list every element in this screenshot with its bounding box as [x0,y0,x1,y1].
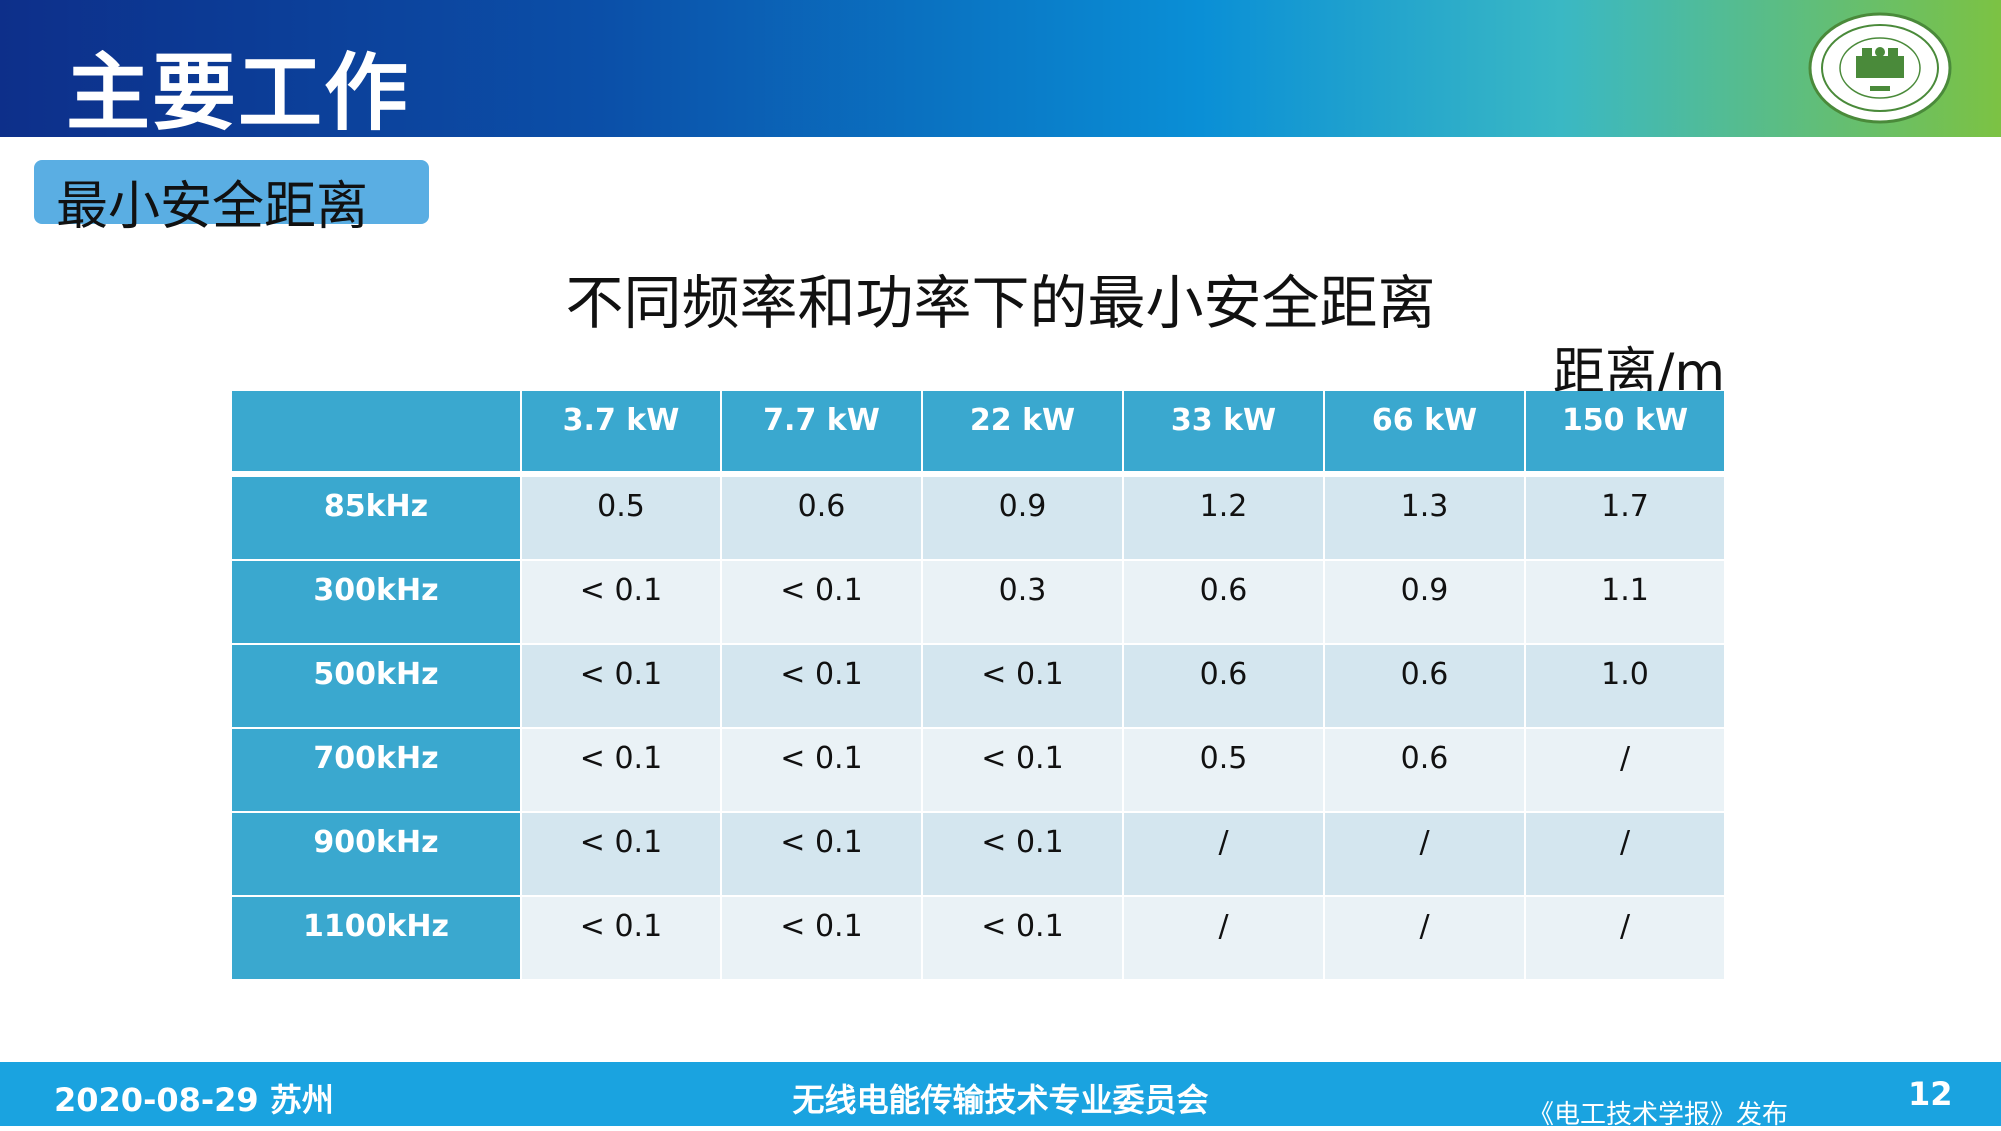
table-cell: < 0.1 [923,645,1122,727]
distance-table: 3.7 kW 7.7 kW 22 kW 33 kW 66 kW 150 kW 85kHz 0.… [232,391,1728,984]
table-cell: < 0.1 [522,729,720,811]
table-cell: < 0.1 [522,561,720,643]
table-cell: 1.7 [1526,477,1724,559]
section-tag: 最小安全距离 [34,160,429,237]
table-title-text: 不同频率和功率下的最小安全距离 [565,269,1436,337]
table-cell: < 0.1 [722,813,921,895]
table-cell: 0.9 [923,477,1122,559]
table-cell: 1.1 [1526,561,1724,643]
table-cell: 0.6 [1124,561,1323,643]
table-cell: 0.6 [1325,729,1524,811]
header-bar [0,0,2001,137]
table-cell: < 0.1 [722,561,921,643]
table-cell: / [1124,813,1323,895]
table-corner-cell [232,391,520,471]
table-cell: 0.6 [1124,645,1323,727]
table-cell: / [1325,897,1524,979]
table-cell: / [1124,897,1323,979]
page-title: 主要工作 [66,44,411,142]
row-header: 700kHz [232,729,520,811]
table-cell: < 0.1 [722,729,921,811]
table-cell: < 0.1 [522,813,720,895]
section-tag-label: 最小安全距离 [56,177,369,237]
table-cell: 1.2 [1124,477,1323,559]
table-cell: 0.6 [722,477,921,559]
row-header: 1100kHz [232,897,520,979]
table-cell: < 0.1 [522,897,720,979]
column-header: 22 kW [923,391,1122,471]
footer-publisher: 《电工技术学报》发布 [1528,1100,1789,1130]
table-cell: < 0.1 [722,645,921,727]
table-cell: 0.5 [1124,729,1323,811]
table-cell: 1.0 [1526,645,1724,727]
row-header: 500kHz [232,645,520,727]
footer-date: 2020-08-29 苏州 [54,1081,334,1119]
column-header: 7.7 kW [722,391,921,471]
column-header: 3.7 kW [522,391,720,471]
table-cell: 0.6 [1325,645,1524,727]
university-seal-icon [1808,12,1952,124]
table-cell: / [1325,813,1524,895]
table-cell: / [1526,897,1724,979]
table-cell: < 0.1 [923,729,1122,811]
column-header: 33 kW [1124,391,1323,471]
row-header: 900kHz [232,813,520,895]
page-number: 12 [1908,1075,1953,1113]
table-cell: < 0.1 [923,813,1122,895]
footer-bar [0,1062,2001,1126]
table-cell: / [1526,813,1724,895]
table-cell: < 0.1 [522,645,720,727]
table-cell: 0.3 [923,561,1122,643]
table-cell: 0.9 [1325,561,1524,643]
table-cell: 1.3 [1325,477,1524,559]
footer-organization: 无线电能传输技术专业委员会 [792,1081,1209,1119]
table-cell: < 0.1 [923,897,1122,979]
row-header: 85kHz [232,477,520,559]
row-header: 300kHz [232,561,520,643]
table-title: 不同频率和功率下的最小安全距离 [0,256,2001,340]
column-header: 150 kW [1526,391,1724,471]
table-cell: < 0.1 [722,897,921,979]
table-cell: / [1526,729,1724,811]
column-header: 66 kW [1325,391,1524,471]
table-cell: 0.5 [522,477,720,559]
